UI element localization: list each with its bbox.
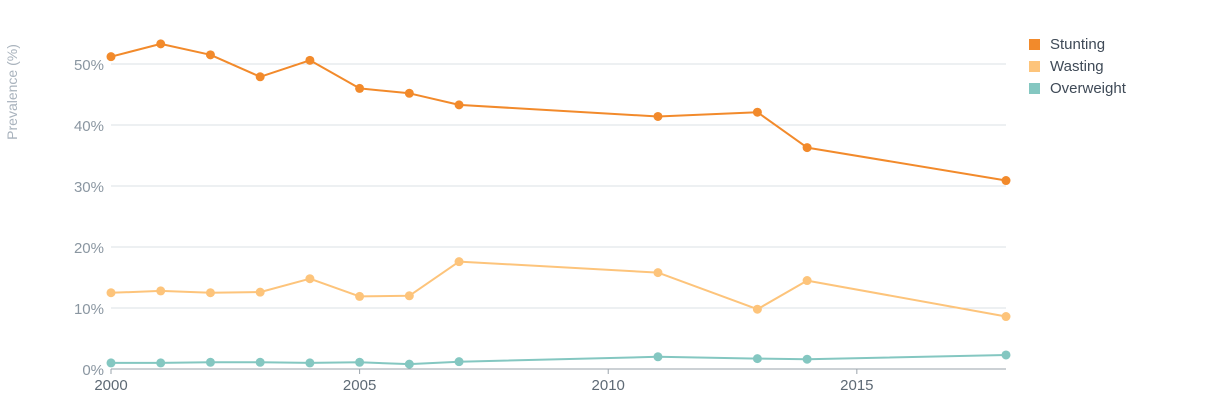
legend-swatch-overweight xyxy=(1029,82,1040,94)
data-point-wasting[interactable] xyxy=(255,287,265,297)
data-point-stunting[interactable] xyxy=(454,100,464,110)
y-axis-title: Prevalence (%) xyxy=(4,44,20,140)
data-point-wasting[interactable] xyxy=(404,291,414,301)
x-tick-label: 2000 xyxy=(94,377,127,394)
data-point-wasting[interactable] xyxy=(156,286,166,296)
data-point-stunting[interactable] xyxy=(156,39,166,49)
x-tick-label: 2010 xyxy=(592,377,625,394)
legend-item-stunting[interactable]: Stunting xyxy=(1029,33,1126,55)
gridlines xyxy=(111,63,1006,309)
axes: 0% 10% 20% 30% 40% 50% 2000 2005 2010 2015 xyxy=(74,57,1006,394)
data-point-stunting[interactable] xyxy=(404,88,414,98)
y-tick-label: 40% xyxy=(74,118,104,135)
series-stunting xyxy=(106,39,1011,186)
data-point-wasting[interactable] xyxy=(454,257,464,267)
data-point-overweight[interactable] xyxy=(454,357,464,367)
data-point-stunting[interactable] xyxy=(802,143,812,153)
legend-label-overweight: Overweight xyxy=(1050,79,1126,97)
data-point-stunting[interactable] xyxy=(305,55,315,65)
data-point-wasting[interactable] xyxy=(106,288,116,298)
data-point-wasting[interactable] xyxy=(355,291,365,301)
legend-swatch-wasting xyxy=(1029,60,1040,72)
series-line-wasting xyxy=(110,260,1007,318)
data-point-stunting[interactable] xyxy=(355,83,365,93)
series-lines xyxy=(106,39,1011,369)
data-point-wasting[interactable] xyxy=(1001,312,1011,322)
legend-label-stunting: Stunting xyxy=(1050,35,1106,53)
legend: Stunting Wasting Overweight xyxy=(1029,33,1126,99)
legend-label-wasting: Wasting xyxy=(1050,57,1104,75)
series-overweight xyxy=(106,350,1011,369)
y-tick-label: 0% xyxy=(82,362,104,379)
data-point-wasting[interactable] xyxy=(205,288,215,298)
legend-item-wasting[interactable]: Wasting xyxy=(1029,55,1126,77)
data-point-overweight[interactable] xyxy=(1001,350,1011,360)
data-point-overweight[interactable] xyxy=(255,357,265,367)
y-tick-label: 50% xyxy=(74,57,104,74)
data-point-overweight[interactable] xyxy=(752,354,762,364)
data-point-stunting[interactable] xyxy=(205,50,215,60)
series-wasting xyxy=(106,257,1011,322)
series-line-overweight xyxy=(111,354,1007,366)
data-point-overweight[interactable] xyxy=(653,352,663,362)
legend-swatch-stunting xyxy=(1029,38,1040,50)
data-point-wasting[interactable] xyxy=(653,268,663,278)
x-tick-label: 2015 xyxy=(840,377,873,394)
legend-item-overweight[interactable]: Overweight xyxy=(1029,77,1126,99)
data-point-overweight[interactable] xyxy=(404,359,414,369)
y-tick-label: 10% xyxy=(74,301,104,318)
y-tick-label: 30% xyxy=(74,179,104,196)
data-point-wasting[interactable] xyxy=(752,304,762,314)
data-point-stunting[interactable] xyxy=(752,107,762,117)
data-point-stunting[interactable] xyxy=(1001,176,1011,186)
data-point-overweight[interactable] xyxy=(305,358,315,368)
data-point-wasting[interactable] xyxy=(305,274,315,284)
data-point-overweight[interactable] xyxy=(802,354,812,364)
series-line-stunting xyxy=(110,42,1007,182)
data-point-stunting[interactable] xyxy=(106,52,116,62)
data-point-wasting[interactable] xyxy=(802,276,812,286)
x-tick-label: 2005 xyxy=(343,377,376,394)
data-point-overweight[interactable] xyxy=(106,358,116,368)
data-point-overweight[interactable] xyxy=(355,357,365,367)
data-point-stunting[interactable] xyxy=(653,111,663,121)
data-point-stunting[interactable] xyxy=(255,72,265,82)
y-tick-label: 20% xyxy=(74,240,104,257)
data-point-overweight[interactable] xyxy=(156,358,166,368)
data-point-overweight[interactable] xyxy=(205,357,215,367)
